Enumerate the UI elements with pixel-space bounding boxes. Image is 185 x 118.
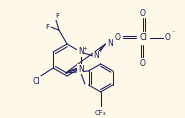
Text: Cl: Cl [139, 34, 147, 42]
Text: F: F [55, 13, 59, 19]
Text: O: O [165, 34, 171, 42]
Text: N: N [78, 48, 84, 57]
Text: CF₃: CF₃ [95, 110, 106, 116]
Text: N: N [93, 51, 99, 60]
Text: N: N [78, 65, 84, 74]
Text: N: N [107, 40, 113, 48]
Text: O: O [140, 59, 146, 67]
Text: +: + [83, 46, 87, 51]
Text: ⁻: ⁻ [171, 32, 175, 36]
Text: O: O [115, 34, 121, 42]
Text: O: O [140, 8, 146, 17]
Text: Cl: Cl [32, 76, 40, 86]
Text: F: F [45, 24, 49, 30]
